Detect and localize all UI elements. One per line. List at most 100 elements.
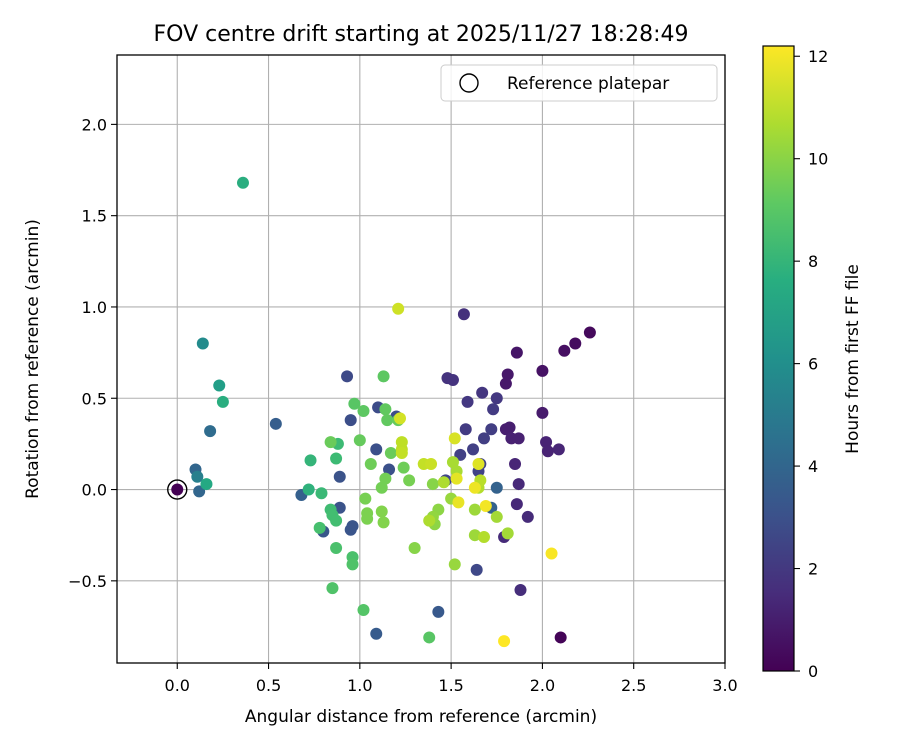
data-point [392,302,405,315]
data-point [213,379,226,392]
y-tick-label: −0.5 [68,572,107,591]
data-point [426,478,439,491]
data-point [313,521,326,534]
data-point [558,344,571,357]
scatter-points [171,176,596,648]
data-point [487,403,500,416]
data-point [499,377,512,390]
y-axis-label: Rotation from reference (arcmin) [23,219,43,499]
data-point [468,529,481,542]
data-point [344,523,357,536]
data-point [468,503,481,516]
colorbar-tick-label: 0 [808,662,818,681]
data-point [446,456,459,469]
data-point [346,558,359,571]
data-point [512,432,525,445]
data-point [341,370,354,383]
data-point [446,373,459,386]
y-tick-label: 1.0 [82,298,107,317]
data-point [171,483,184,496]
colorbar-tick-label: 4 [808,457,818,476]
data-point [554,631,567,644]
data-point [521,510,534,523]
data-point [476,386,489,399]
colorbar-ticks: 0 2 4 6 8 10 12 [794,47,828,681]
data-point [353,434,366,447]
data-point [512,478,525,491]
data-point [490,481,503,494]
plot-frame [116,54,726,664]
data-point [375,505,388,518]
data-point [330,452,343,465]
data-point [381,414,394,427]
data-point [583,326,596,339]
data-point [364,457,377,470]
data-point [408,541,421,554]
data-point [472,457,485,470]
x-tick-label: 3.0 [712,676,737,695]
data-point [423,514,436,527]
data-point [397,461,410,474]
data-point [348,397,361,410]
colorbar-tick-label: 8 [808,252,818,271]
data-point [432,605,445,618]
data-point [470,563,483,576]
data-point [498,635,511,648]
x-tick-label: 0.0 [165,676,190,695]
data-point [477,531,490,544]
x-tick-label: 2.5 [621,676,646,695]
data-point [333,501,346,514]
data-point [510,498,523,511]
data-point [536,406,549,419]
data-point [304,454,317,467]
data-point [569,337,582,350]
data-point [509,457,522,470]
data-point [437,476,450,489]
reference-platepar-marker [167,479,188,500]
data-point [361,512,374,525]
data-point [395,447,408,460]
y-axis-ticks: −0.5 0.0 0.5 1.0 1.5 2.0 [68,115,117,591]
data-point [375,481,388,494]
data-point [344,414,357,427]
data-point [269,417,282,430]
data-point [467,443,480,456]
data-point [461,395,474,408]
data-point [545,547,558,560]
data-point [357,405,370,418]
data-point [204,425,217,438]
legend-label: Reference platepar [507,74,669,94]
data-point [333,470,346,483]
data-point [302,483,315,496]
x-axis-ticks: 0.0 0.5 1.0 1.5 2.0 2.5 3.0 [165,663,738,695]
data-point [499,423,512,436]
data-point [394,412,407,425]
data-point [216,395,229,408]
data-point [193,485,206,498]
data-point [510,346,523,359]
gridlines [117,55,726,663]
data-point [514,583,527,596]
y-tick-label: 2.0 [82,115,107,134]
data-point [324,436,337,449]
data-point [477,432,490,445]
data-point [490,392,503,405]
data-point [370,443,383,456]
data-point [552,443,565,456]
colorbar-tick-label: 12 [808,47,828,66]
data-point [501,368,514,381]
data-point [479,499,492,512]
data-point [383,463,396,476]
x-tick-label: 1.0 [347,676,372,695]
reference-marker [167,479,188,500]
data-point [379,472,392,485]
data-point [457,308,470,321]
data-point [540,436,553,449]
colorbar-tick-label: 6 [808,355,818,374]
data-point [357,604,370,617]
legend: Reference platepar [440,64,718,102]
data-point [315,487,328,500]
data-point [459,423,472,436]
y-tick-label: 0.5 [82,389,107,408]
